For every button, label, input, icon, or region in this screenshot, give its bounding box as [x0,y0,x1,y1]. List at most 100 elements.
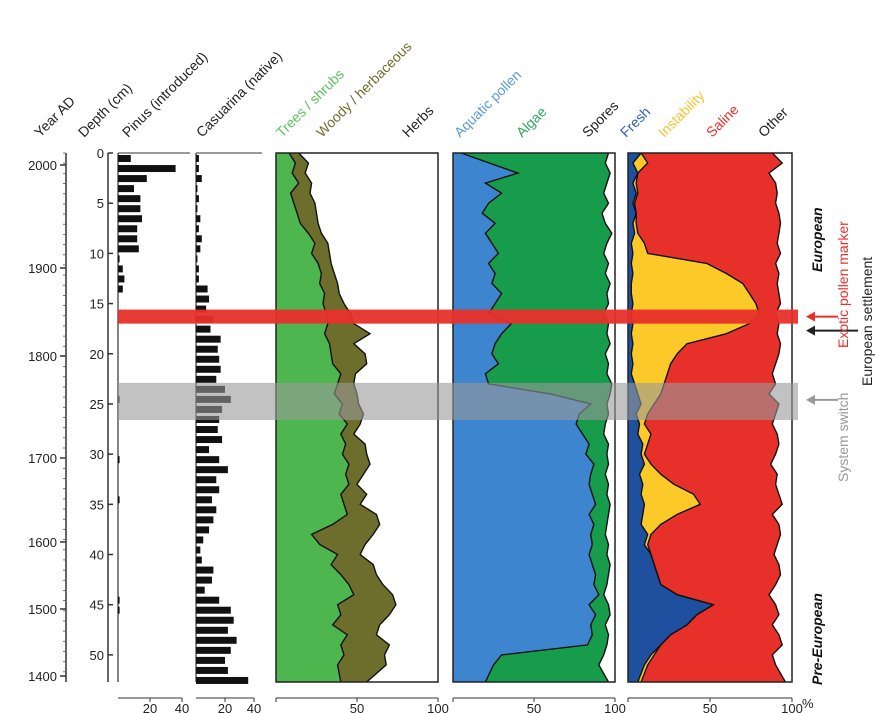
bar [196,355,220,363]
bar [196,556,202,564]
bar [196,335,221,343]
bar [118,185,134,193]
series-area [631,153,760,682]
bar [196,656,225,664]
bar [196,185,198,193]
bar [196,436,223,444]
bar [118,456,120,464]
panel-x-tick-label: 100 [427,701,449,713]
bar [196,265,199,273]
bar [196,175,202,183]
bar [118,215,142,223]
panel-x-tick-label: 50 [350,701,364,713]
period-label-pre-european: Pre-European [809,593,825,685]
bar [118,155,131,162]
legend-other: Other [755,104,791,140]
bar [196,526,210,534]
exotic-pollen-band [118,309,798,324]
legend-algae: Algae [513,103,550,140]
bar [118,596,120,604]
depth-tick-label: 30 [90,447,104,462]
bar [196,646,231,654]
percent-unit-label: % [802,696,814,711]
bar [196,496,212,504]
bar [118,245,139,253]
bar [196,486,220,494]
bar [118,255,120,263]
depth-tick-label: 5 [97,196,104,211]
area-panel: 50 100 [627,152,803,713]
bar [118,606,120,614]
bar [196,626,228,634]
area-panel: 50 100 [275,152,449,713]
bar [196,636,237,644]
series-area [628,153,714,682]
bar [196,295,210,303]
legend-trees-shrubs: Trees / shrubs [273,66,347,140]
track-x-tick-label: 20 [218,701,232,713]
bar [196,275,199,283]
depth-tick-label: 15 [90,297,104,312]
header-labels: Year AD Depth (cm) Pinus (introduced) Ca… [31,38,791,140]
bar [196,576,212,584]
legend-instability: Instability [655,88,708,141]
legend-fresh: Fresh [617,103,654,140]
bar [196,606,231,614]
european-settlement-arrow-head [806,325,815,336]
bar [196,546,201,554]
bands-layer [118,309,858,421]
legend-saline: Saline [703,101,742,140]
period-label-european: European [809,207,825,272]
year-tick-label: 1700 [28,451,57,466]
year-tick-label: 1400 [28,669,57,684]
annotations-layer: European Pre-European Exotic pollen mark… [809,207,875,685]
bar [196,165,199,173]
bar [118,235,138,243]
bar [196,676,249,684]
system-switch-arrow-head [806,394,815,405]
bar [196,155,199,162]
depth-tick-label: 0 [97,146,104,161]
year-axis-label: Year AD [31,93,78,140]
bar [196,536,204,544]
bar [118,275,125,283]
depth-tick-label: 35 [90,497,104,512]
bar [118,205,141,213]
bar [196,375,217,383]
bar [118,285,123,293]
bar [118,225,138,233]
bar [118,195,141,203]
bar [196,345,218,353]
panel-x-tick-label: 100 [604,701,626,713]
track-x-tick-label: 40 [175,701,189,713]
bar [196,195,199,203]
year-tick-label: 1900 [28,261,57,276]
bar [196,596,220,604]
series-area [461,153,612,682]
bar [196,255,198,263]
bar [196,466,228,474]
bar [196,325,211,333]
exotic-pollen-arrow-head [806,311,815,322]
bar [196,285,208,293]
bar [196,446,210,454]
bar [196,456,220,464]
year-tick-label: 1500 [28,602,57,617]
bar [196,586,205,594]
panels-layer: 20 40 20 40 50 100 50 100 50 100 [117,152,803,713]
bar [196,245,201,253]
bar [196,666,228,674]
bar [196,506,217,514]
bar [196,516,214,524]
depth-tick-label: 45 [90,598,104,613]
depth-tick-label: 10 [90,246,104,261]
area-panel: 50 100 [452,152,626,713]
depth-tick-label: 40 [90,548,104,563]
track-x-tick-label: 40 [247,701,261,713]
panel-x-tick-label: 100 [781,701,803,713]
bar [196,305,207,313]
system-switch-band [118,382,798,421]
axes-layer: 2000 1900 1800 1700 1600 1500 1400 0 5 10 15 20 25 30… [28,146,113,684]
annotation-system-switch: System switch [835,393,851,482]
